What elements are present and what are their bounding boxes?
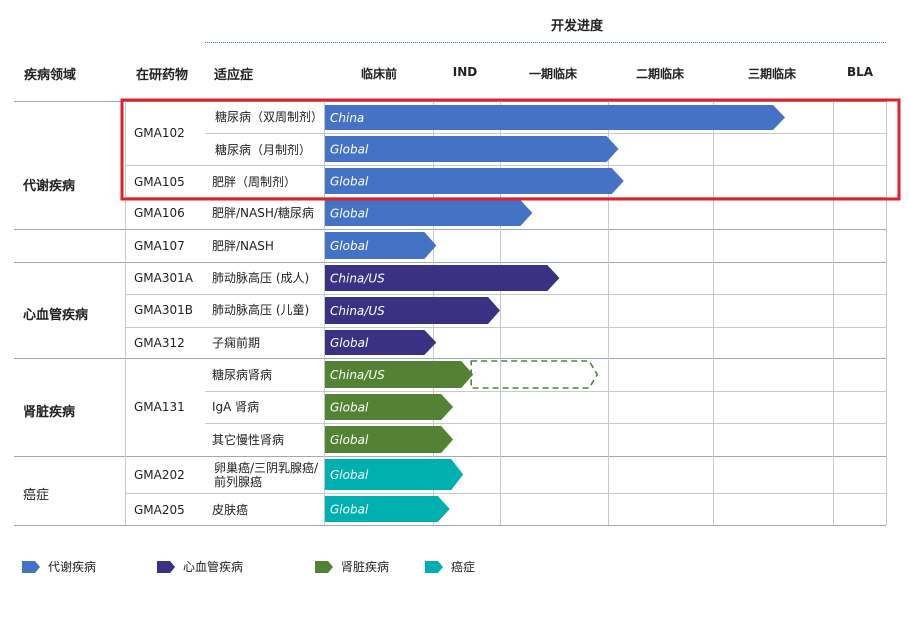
drug-label: GMA301A [134, 271, 193, 285]
stage-label-phase3: 三期临床 [747, 67, 797, 81]
arrow-chevron-icon [315, 560, 333, 573]
region-label: Global [330, 143, 369, 157]
progress-title: 开发进度 [551, 19, 604, 34]
legend-item-oncology: 癌症 [425, 558, 475, 575]
region-label: Global [330, 207, 369, 221]
region-label: China/US [330, 304, 385, 318]
region-label: Global [330, 401, 369, 415]
indication-label: 肥胖（周制剂） [212, 175, 297, 189]
region-label: Global [330, 175, 369, 189]
stage-label-preclinical: 临床前 [360, 67, 398, 81]
progress-bar [325, 232, 437, 259]
indication-label: 肺动脉高压 (儿童) [212, 303, 310, 317]
legend-label: 癌症 [451, 560, 476, 574]
progress-bar [325, 394, 454, 420]
region-label: China/US [330, 368, 385, 382]
stage-label-bla: BLA [846, 65, 874, 79]
progress-bar [325, 426, 454, 453]
indication-label: 糖尿病（月制剂） [215, 143, 312, 157]
progress-bar [325, 361, 474, 388]
drug-label: GMA205 [134, 503, 185, 517]
legend-label: 心血管疾病 [183, 560, 244, 574]
arrow-chevron-icon [22, 560, 40, 573]
region-label: China/US [330, 272, 385, 286]
col-header-area: 疾病领域 [24, 68, 77, 83]
progress-bar [325, 297, 500, 324]
indication-label: 子痫前期 [212, 336, 261, 350]
region-label: Global [330, 503, 369, 517]
drug-label: GMA105 [134, 175, 185, 189]
indication-label: IgA 肾病 [212, 400, 260, 414]
indication-label: 肥胖/NASH/糖尿病 [212, 206, 314, 220]
indication-label: 肥胖/NASH [212, 239, 274, 253]
region-label: Global [330, 239, 369, 253]
area-label-renal: 肾脏疾病 [23, 405, 76, 420]
arrow-chevron-icon [157, 560, 175, 573]
drug-label: GMA301B [134, 303, 193, 317]
drug-label: GMA106 [134, 206, 185, 220]
legend-item-metabolic: 代谢疾病 [22, 558, 96, 575]
stage-label-ind: IND [452, 65, 478, 79]
indication-label: 肺动脉高压 (成人) [212, 271, 310, 285]
drug-label: GMA131 [134, 400, 185, 414]
drug-label: GMA102 [134, 126, 185, 140]
progress-bar [325, 168, 624, 194]
drug-label: GMA312 [134, 336, 185, 350]
drug-label: GMA107 [134, 239, 185, 253]
drug-label: GMA202 [134, 468, 185, 482]
region-label: China [330, 111, 364, 125]
highlight-box [120, 98, 901, 201]
region-label: Global [330, 433, 369, 447]
progress-bar [325, 265, 560, 291]
region-label: Global [330, 468, 369, 482]
legend-item-renal: 肾脏疾病 [315, 558, 389, 575]
col-header-drug: 在研药物 [136, 68, 189, 83]
arrow-chevron-icon [425, 560, 443, 573]
progress-bar [325, 496, 450, 522]
stage-label-phase2: 二期临床 [635, 67, 685, 81]
indication-label: 糖尿病（双周制剂） [215, 110, 324, 124]
progress-bar [325, 136, 619, 162]
indication-label: 糖尿病肾病 [212, 368, 273, 382]
area-label-oncology: 癌症 [23, 488, 50, 503]
area-label-metabolic: 代谢疾病 [23, 179, 76, 194]
progress-bar [325, 105, 785, 130]
header-divider [205, 42, 886, 43]
progress-bar [325, 200, 533, 226]
col-header-indication: 适应症 [214, 68, 254, 83]
planned-progress-outline [470, 360, 599, 389]
indication-label: 皮肤癌 [212, 503, 249, 517]
progress-bar [325, 459, 464, 490]
legend-label: 肾脏疾病 [341, 560, 390, 574]
legend-item-cardio: 心血管疾病 [157, 558, 243, 575]
area-label-cardio: 心血管疾病 [23, 308, 89, 323]
indication-label: 卵巢癌/三阴乳腺癌/前列腺癌 [214, 461, 319, 489]
region-label: Global [330, 336, 369, 350]
progress-bar [325, 330, 437, 355]
legend-label: 代谢疾病 [48, 560, 97, 574]
indication-label: 其它慢性肾病 [212, 433, 285, 447]
stage-label-phase1: 一期临床 [528, 67, 578, 81]
